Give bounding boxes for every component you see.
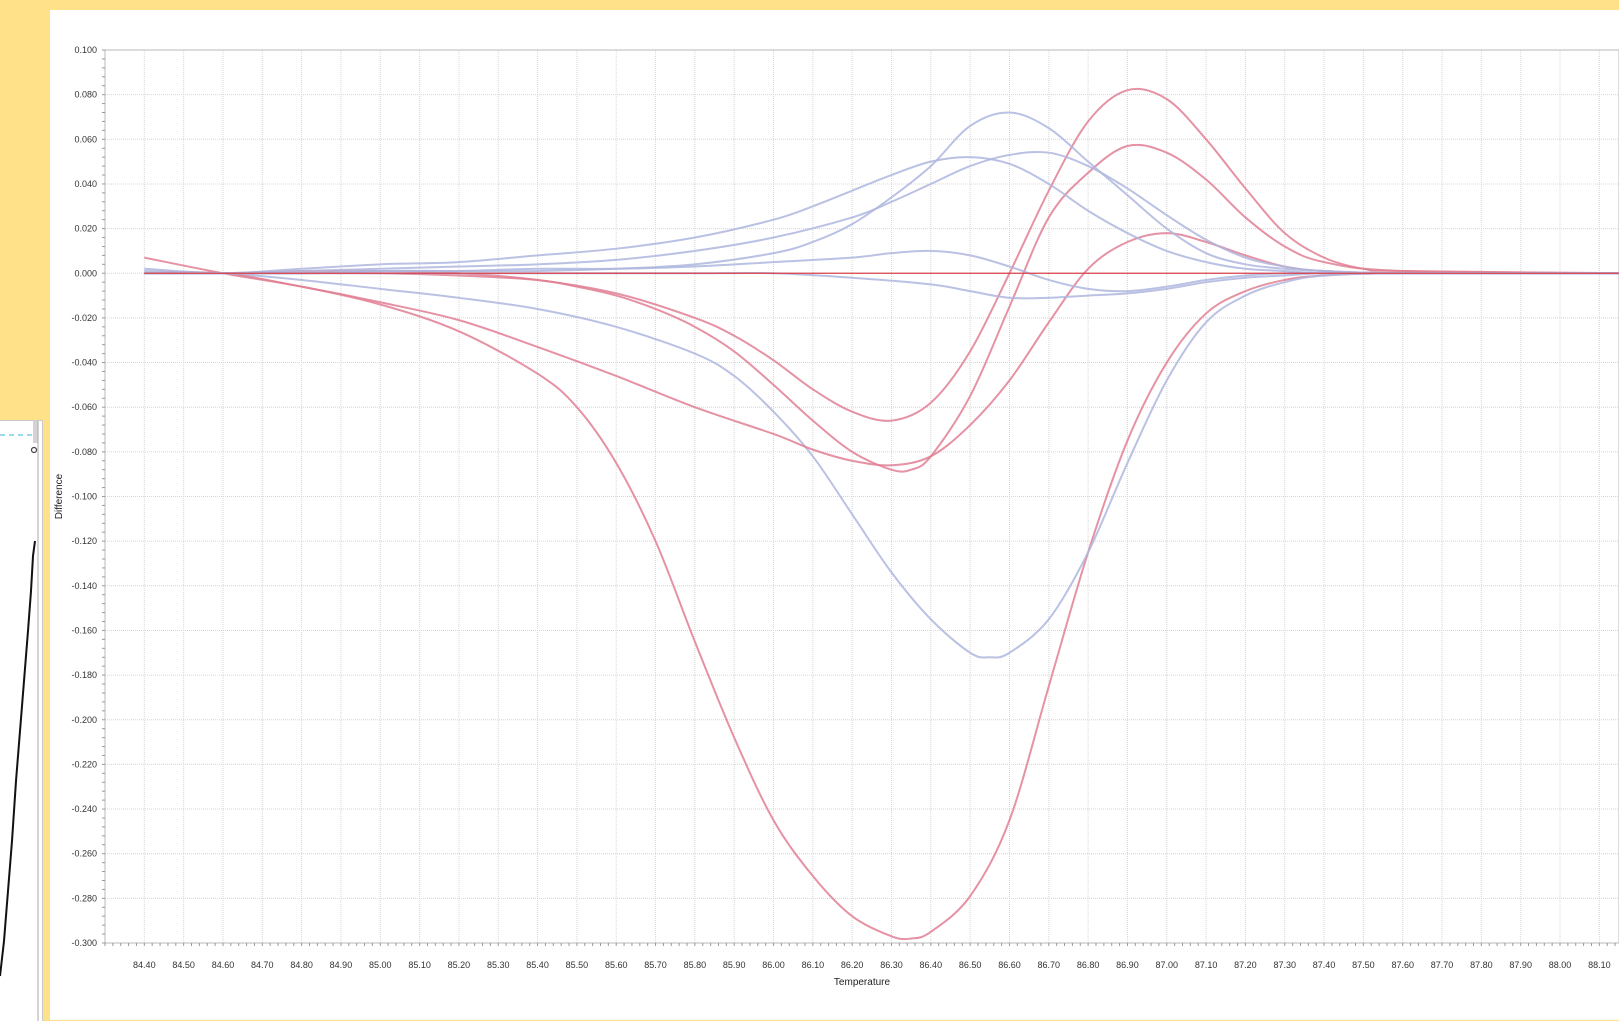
- y-tick-label: -0.260: [71, 849, 97, 859]
- y-tick-label: 0.000: [74, 268, 97, 278]
- series-line-blue-6: [144, 111, 1619, 275]
- x-tick-label: 88.00: [1549, 960, 1572, 970]
- y-tick-label: -0.100: [71, 492, 97, 502]
- x-tick-label: 86.10: [802, 960, 825, 970]
- y-tick-label: 0.040: [74, 179, 97, 189]
- y-tick-label: -0.040: [71, 358, 97, 368]
- y-tick-label: 0.060: [74, 134, 97, 144]
- x-tick-label: 87.00: [1156, 960, 1179, 970]
- x-tick-label: 84.50: [172, 960, 195, 970]
- series-line-blue-7: [144, 156, 1619, 275]
- x-tick-label: 87.40: [1313, 960, 1336, 970]
- x-tick-label: 87.90: [1509, 960, 1532, 970]
- x-tick-label: 87.50: [1352, 960, 1375, 970]
- difference-plot: 0.100 0.080 0.060 0.040 0.020 0.000 -0.020 -0.0…: [54, 45, 1619, 988]
- y-minor-ticks: [102, 49, 105, 944]
- y-tick-label: -0.020: [71, 313, 97, 323]
- x-tick-label: 84.70: [251, 960, 274, 970]
- series-line-blue-8: [144, 150, 1619, 275]
- x-tick-label: 88.10: [1588, 960, 1611, 970]
- y-tick-label: -0.280: [71, 893, 97, 903]
- x-tick-label: 87.70: [1431, 960, 1454, 970]
- x-tick-label: 86.30: [880, 960, 903, 970]
- x-tick-label: 85.20: [448, 960, 471, 970]
- y-tick-label: -0.120: [71, 536, 97, 546]
- y-tick-label: -0.200: [71, 715, 97, 725]
- y-tick-label: -0.140: [71, 581, 97, 591]
- x-minor-ticks: [104, 943, 1616, 946]
- x-tick-label: 85.60: [605, 960, 628, 970]
- x-tick-label: 84.40: [133, 960, 156, 970]
- x-tick-label: 86.80: [1077, 960, 1100, 970]
- panel-scroll-handle[interactable]: [33, 421, 38, 443]
- x-tick-label: 87.10: [1195, 960, 1218, 970]
- x-tick-label: 86.40: [920, 960, 943, 970]
- x-tick-label: 85.40: [526, 960, 549, 970]
- plot-panel: 0.100 0.080 0.060 0.040 0.020 0.000 -0.020 -0.0…: [50, 10, 1619, 1020]
- y-tick-label: 0.020: [74, 224, 97, 234]
- x-tick-label: 85.80: [684, 960, 707, 970]
- x-tick-label: 86.00: [762, 960, 785, 970]
- y-axis-title: Difference: [54, 473, 65, 519]
- series-line-red-5: [144, 87, 1619, 422]
- y-tick-labels: 0.100 0.080 0.060 0.040 0.020 0.000 -0.020 -0.0…: [71, 45, 97, 948]
- x-axis-title: Temperature: [834, 977, 891, 988]
- series-line-blue-10: [144, 271, 1619, 300]
- x-tick-label: 84.60: [212, 960, 235, 970]
- y-tick-label: -0.300: [71, 938, 97, 948]
- grid: [105, 49, 1619, 944]
- y-tick-label: 0.080: [74, 90, 97, 100]
- x-tick-label: 86.20: [841, 960, 864, 970]
- series-line-red-3: [144, 232, 1619, 467]
- x-tick-labels: 84.40 84.50 84.60 84.70 84.80 84.90 85.00 85.10…: [133, 960, 1611, 970]
- x-tick-label: 85.10: [408, 960, 431, 970]
- y-tick-label: -0.080: [71, 447, 97, 457]
- y-tick-label: -0.240: [71, 804, 97, 814]
- x-tick-label: 85.30: [487, 960, 510, 970]
- y-tick-label: -0.180: [71, 670, 97, 680]
- x-tick-label: 84.80: [290, 960, 313, 970]
- x-tick-label: 86.50: [959, 960, 982, 970]
- series-line-red-4: [144, 143, 1619, 473]
- x-tick-label: 87.80: [1470, 960, 1493, 970]
- x-tick-label: 87.20: [1234, 960, 1257, 970]
- x-tick-label: 87.30: [1273, 960, 1296, 970]
- x-tick-label: 85.90: [723, 960, 746, 970]
- series-line-red-1: [144, 256, 1619, 941]
- series-lines: [144, 87, 1619, 941]
- x-tick-label: 85.70: [644, 960, 667, 970]
- x-tick-label: 86.60: [998, 960, 1021, 970]
- x-tick-label: 84.90: [330, 960, 353, 970]
- partial-side-panel: [0, 420, 43, 1021]
- x-tick-label: 85.50: [566, 960, 589, 970]
- y-tick-label: -0.060: [71, 402, 97, 412]
- y-tick-label: -0.160: [71, 625, 97, 635]
- x-tick-label: 86.70: [1038, 960, 1061, 970]
- y-tick-label: 0.100: [74, 45, 97, 55]
- x-tick-label: 85.00: [369, 960, 392, 970]
- y-tick-label: -0.220: [71, 759, 97, 769]
- x-tick-label: 86.90: [1116, 960, 1139, 970]
- handle-knob-icon: [30, 446, 38, 454]
- x-tick-label: 87.60: [1391, 960, 1414, 970]
- partial-curve-line: [0, 540, 36, 977]
- series-line-blue-2: [144, 270, 1619, 659]
